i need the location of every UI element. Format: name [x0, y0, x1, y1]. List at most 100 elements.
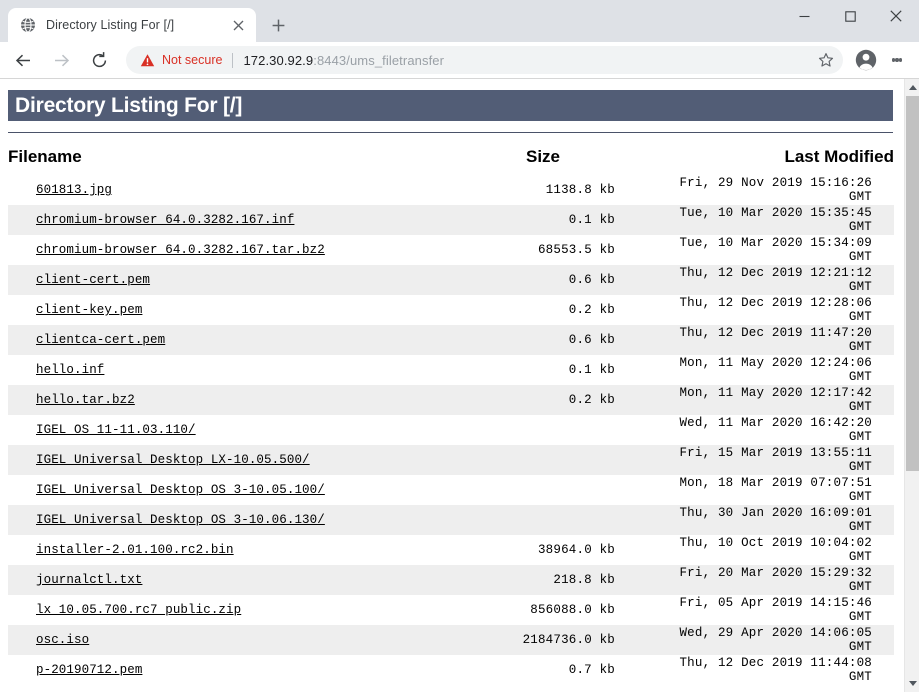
cell-size: 38964.0 kb — [438, 535, 648, 565]
cell-filename: installer-2.01.100.rc2.bin — [8, 535, 438, 565]
cell-filename: osc.iso — [8, 625, 438, 655]
maximize-button[interactable] — [827, 0, 873, 32]
column-header-filename[interactable]: Filename — [8, 141, 438, 175]
file-link[interactable]: client-key.pem — [36, 303, 143, 317]
cell-last-modified: Mon, 11 May 2020 12:17:42 GMT — [648, 385, 894, 415]
cell-last-modified: Tue, 10 Mar 2020 15:34:09 GMT — [648, 235, 894, 265]
table-row: IGEL_Universal_Desktop_OS_3-10.06.130/Th… — [8, 505, 894, 535]
page-title: Directory Listing For [/] — [15, 93, 243, 117]
column-header-size[interactable]: Size — [438, 141, 648, 175]
table-row: journalctl.txt 218.8 kb Fri, 20 Mar 2020 1… — [8, 565, 894, 595]
table-row: chromium-browser_64.0.3282.167.tar.bz2 68… — [8, 235, 894, 265]
cell-size: 0.2 kb — [438, 295, 648, 325]
omnibox-divider — [232, 52, 234, 68]
url-host: 172.30.92.9 — [243, 52, 314, 68]
table-row: client-key.pem 0.2 kb Thu, 12 Dec 2019 12:… — [8, 295, 894, 325]
account-avatar-icon[interactable] — [851, 45, 881, 75]
table-row: IGEL_Universal_Desktop_OS_3-10.05.100/Mo… — [8, 475, 894, 505]
cell-last-modified: Mon, 18 Mar 2019 07:07:51 GMT — [648, 475, 894, 505]
scroll-up-arrow-icon[interactable] — [905, 79, 919, 96]
address-bar[interactable]: Not secure 172.30.92.9:8443/ums_filetran… — [126, 46, 843, 74]
cell-size — [438, 475, 648, 505]
file-link[interactable]: 601813.jpg — [36, 183, 113, 197]
toolbar-right-group — [849, 45, 915, 75]
file-link[interactable]: clientca-cert.pem — [36, 333, 166, 347]
cell-filename: client-key.pem — [8, 295, 438, 325]
file-link[interactable]: osc.iso — [36, 633, 90, 647]
scroll-down-arrow-icon[interactable] — [905, 675, 919, 692]
cell-last-modified: Thu, 30 Jan 2020 16:09:01 GMT — [648, 505, 894, 535]
url-path: :8443/ums_filetransfer — [313, 52, 445, 68]
file-link[interactable]: IGEL_OS_11-11.03.110/ — [36, 423, 196, 437]
url-text: 172.30.92.9:8443/ums_filetransfer — [243, 53, 813, 68]
file-link[interactable]: journalctl.txt — [36, 573, 143, 587]
file-link[interactable]: p-20190712.pem — [36, 663, 143, 677]
cell-filename: p-20190712.pem — [8, 655, 438, 685]
page-viewport: Directory Listing For [/] Filename Size … — [0, 79, 919, 692]
warning-triangle-icon — [140, 53, 155, 68]
cell-last-modified: Fri, 15 Mar 2019 13:55:11 GMT — [648, 445, 894, 475]
table-header: Filename Size Last Modified — [8, 141, 894, 175]
tab-strip: Directory Listing For [/] — [0, 0, 919, 42]
forward-button-icon[interactable] — [45, 44, 77, 76]
cell-size: 0.2 kb — [438, 385, 648, 415]
scrollbar-thumb[interactable] — [906, 96, 919, 471]
vertical-scrollbar[interactable] — [904, 79, 919, 692]
cell-size: 218.8 kb — [438, 565, 648, 595]
cell-last-modified: Thu, 12 Dec 2019 12:28:06 GMT — [648, 295, 894, 325]
file-link[interactable]: lx_10.05.700.rc7_public.zip — [36, 603, 242, 617]
cell-filename: IGEL_Universal_Desktop_LX-10.05.500/ — [8, 445, 438, 475]
file-link[interactable]: chromium-browser_64.0.3282.167.tar.bz2 — [36, 243, 325, 257]
file-link[interactable]: hello.inf — [36, 363, 105, 377]
browser-tab[interactable]: Directory Listing For [/] — [8, 8, 256, 42]
window-controls — [781, 0, 919, 32]
minimize-button[interactable] — [781, 0, 827, 32]
cell-size: 0.7 kb — [438, 655, 648, 685]
cell-size: 1138.8 kb — [438, 175, 648, 205]
cell-last-modified: Fri, 05 Apr 2019 14:15:46 GMT — [648, 595, 894, 625]
column-header-last-modified[interactable]: Last Modified — [648, 141, 894, 175]
cell-last-modified: Fri, 29 Nov 2019 15:16:26 GMT — [648, 175, 894, 205]
star-icon[interactable] — [813, 47, 839, 73]
table-row: p-20190712.pem 0.7 kb Thu, 12 Dec 2019 11:… — [8, 655, 894, 685]
menu-dot — [895, 58, 899, 62]
cell-filename: journalctl.txt — [8, 565, 438, 595]
table-row: installer-2.01.100.rc2.bin 38964.0 kb Thu,… — [8, 535, 894, 565]
table-row: IGEL_OS_11-11.03.110/Wed, 11 Mar 2020 16… — [8, 415, 894, 445]
tab-title: Directory Listing For [/] — [46, 18, 175, 32]
cell-last-modified: Mon, 11 May 2020 12:24:06 GMT — [648, 355, 894, 385]
cell-size: 856088.0 kb — [438, 595, 648, 625]
cell-size — [438, 445, 648, 475]
cell-size: 0.6 kb — [438, 325, 648, 355]
cell-size: 0.6 kb — [438, 265, 648, 295]
three-dot-menu-icon[interactable] — [883, 45, 911, 75]
cell-size: 0.1 kb — [438, 355, 648, 385]
cell-last-modified: Thu, 12 Dec 2019 12:21:12 GMT — [648, 265, 894, 295]
cell-last-modified: Wed, 11 Mar 2020 16:42:20 GMT — [648, 415, 894, 445]
file-link[interactable]: IGEL_Universal_Desktop_OS_3-10.06.130/ — [36, 513, 325, 527]
close-window-button[interactable] — [873, 0, 919, 32]
back-button-icon[interactable] — [7, 44, 39, 76]
cell-last-modified: Thu, 12 Dec 2019 11:44:08 GMT — [648, 655, 894, 685]
file-link[interactable]: IGEL_Universal_Desktop_OS_3-10.05.100/ — [36, 483, 325, 497]
cell-last-modified: Wed, 29 Apr 2020 14:06:05 GMT — [648, 625, 894, 655]
table-row: IGEL_Universal_Desktop_LX-10.05.500/Fri,… — [8, 445, 894, 475]
new-tab-button[interactable] — [264, 11, 292, 39]
cell-size: 0.1 kb — [438, 205, 648, 235]
file-link[interactable]: client-cert.pem — [36, 273, 151, 287]
cell-size: 2184736.0 kb — [438, 625, 648, 655]
file-link[interactable]: installer-2.01.100.rc2.bin — [36, 543, 234, 557]
table-row: osc.iso 2184736.0 kb Wed, 29 Apr 2020 14:0… — [8, 625, 894, 655]
table-body: 601813.jpg 1138.8 kb Fri, 29 Nov 2019 15:1… — [8, 175, 894, 685]
reload-button-icon[interactable] — [83, 44, 115, 76]
file-link[interactable]: hello.tar.bz2 — [36, 393, 135, 407]
cell-last-modified: Thu, 12 Dec 2019 11:47:20 GMT — [648, 325, 894, 355]
close-tab-icon[interactable] — [228, 15, 248, 35]
file-link[interactable]: IGEL_Universal_Desktop_LX-10.05.500/ — [36, 453, 310, 467]
directory-listing-page: Directory Listing For [/] Filename Size … — [0, 79, 904, 692]
file-link[interactable]: chromium-browser_64.0.3282.167.inf — [36, 213, 295, 227]
cell-size: 68553.5 kb — [438, 235, 648, 265]
cell-filename: IGEL_Universal_Desktop_OS_3-10.05.100/ — [8, 475, 438, 505]
cell-size — [438, 415, 648, 445]
